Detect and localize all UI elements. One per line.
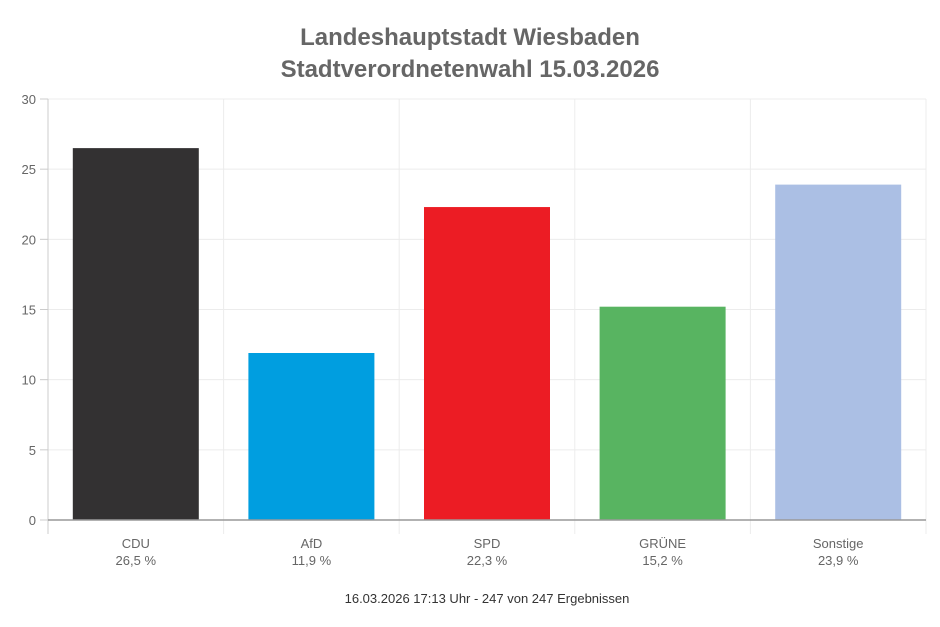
value-label: 11,9 % xyxy=(292,553,332,568)
y-tick-label: 20 xyxy=(22,232,36,247)
y-tick-label: 30 xyxy=(22,92,36,107)
x-tick-label: SPD xyxy=(474,536,501,551)
bar-grüne xyxy=(599,306,726,520)
value-label: 15,2 % xyxy=(642,553,683,568)
y-tick-label: 5 xyxy=(29,443,36,458)
bar-afd xyxy=(248,353,375,520)
chart-title: Landeshauptstadt Wiesbaden xyxy=(300,24,640,51)
chart-subtitle: Stadtverordnetenwahl 15.03.2026 xyxy=(280,56,660,83)
x-tick-label: CDU xyxy=(122,536,150,551)
y-tick-label: 0 xyxy=(29,513,36,528)
y-tick-label: 15 xyxy=(22,303,36,318)
bar-spd xyxy=(424,207,550,520)
bar-cdu xyxy=(72,148,199,520)
value-label: 26,5 % xyxy=(116,553,157,568)
x-tick-label: Sonstige xyxy=(813,536,864,551)
chart-footer: 16.03.2026 17:13 Uhr - 247 von 247 Ergeb… xyxy=(344,591,630,606)
y-tick-label: 25 xyxy=(22,162,36,177)
value-label: 23,9 % xyxy=(818,553,859,568)
x-tick-label: AfD xyxy=(301,536,323,551)
x-tick-label: GRÜNE xyxy=(639,536,686,551)
bar-sonstige xyxy=(775,184,902,520)
y-tick-label: 10 xyxy=(22,373,36,388)
value-label: 22,3 % xyxy=(467,553,508,568)
